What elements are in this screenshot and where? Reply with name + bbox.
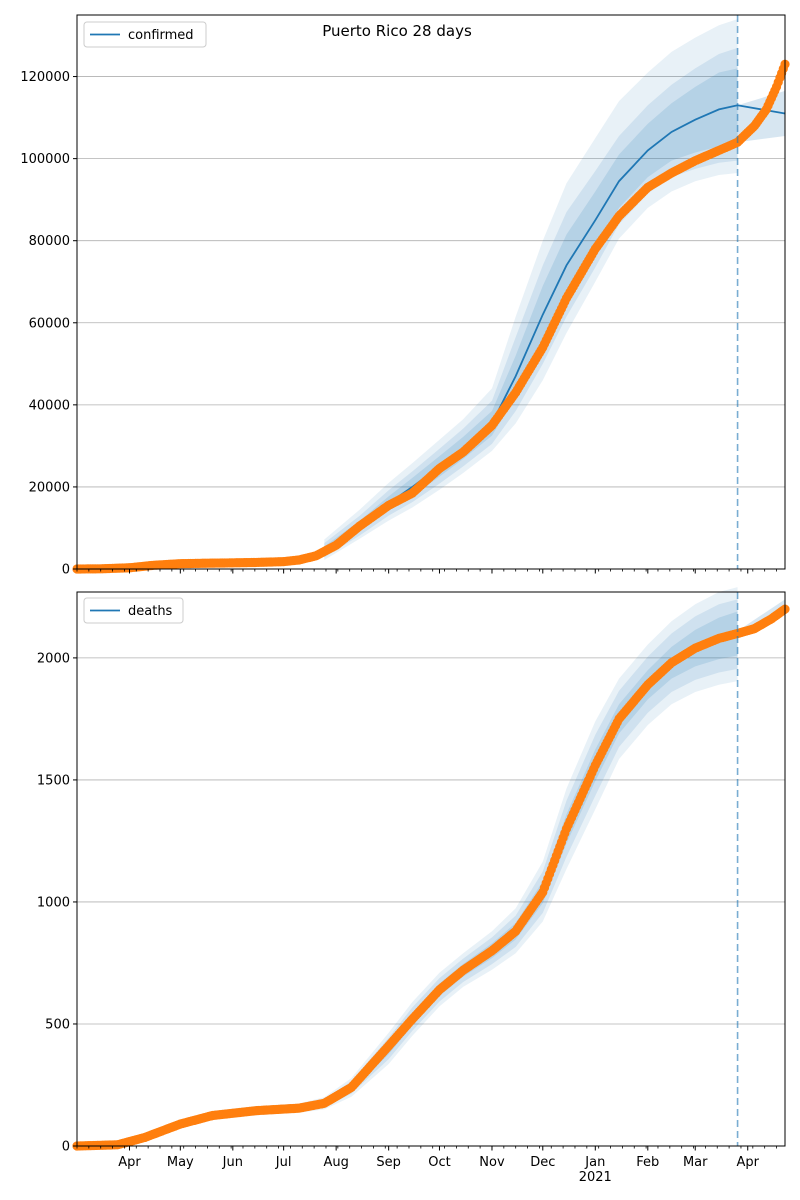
figure-title: Puerto Rico 28 days [322, 22, 472, 40]
x-tick-label: Feb [636, 1155, 659, 1170]
x-tick-label: Jun [222, 1155, 243, 1170]
x-tick-label: Apr [118, 1155, 141, 1170]
x-tick-label: Nov [479, 1155, 505, 1170]
y-tick-label: 20000 [29, 480, 70, 495]
x-year-label: 2021 [579, 1170, 612, 1185]
axes-frame [76, 591, 786, 1147]
y-tick-label: 1500 [37, 773, 70, 788]
x-tick-label: Dec [530, 1155, 555, 1170]
y-tick-label: 0 [62, 563, 70, 578]
legend-label: deaths [128, 604, 173, 619]
y-tick-label: 1000 [37, 895, 70, 910]
y-tick-label: 100000 [20, 152, 70, 167]
outer-uncertainty-band [77, 587, 738, 1146]
legend-box [83, 21, 207, 48]
middle-uncertainty-band [324, 47, 738, 558]
x-tick-label: Oct [428, 1155, 450, 1170]
model-line [323, 104, 786, 552]
y-tick-label: 2000 [37, 651, 70, 666]
observed-series [72, 604, 790, 1151]
x-tick-label: May [167, 1155, 194, 1170]
deaths-panel: 0 500 1000 1500 2000 Apr May Jun Jul Aug Sep Oct Nov… [37, 587, 790, 1185]
x-tick-label: Jan [584, 1155, 605, 1170]
observed-series [72, 59, 790, 574]
confirmed-panel: 0 20000 40000 60000 80000 100000 120000 confirm… [20, 14, 790, 578]
x-tick-label: Mar [683, 1155, 708, 1170]
y-tick-label: 80000 [29, 234, 70, 249]
x-tick-label: Apr [736, 1155, 759, 1170]
legend: deaths [83, 597, 184, 624]
inner-uncertainty-band [324, 68, 738, 555]
y-tick-label: 40000 [29, 398, 70, 413]
y-tick-label: 120000 [20, 70, 70, 85]
x-tick-label: Sep [376, 1155, 401, 1170]
axes-frame [76, 14, 786, 570]
y-tick-label: 0 [62, 1140, 70, 1155]
y-tick-label: 60000 [29, 316, 70, 331]
outer-uncertainty-band [324, 19, 738, 560]
legend-label: confirmed [128, 28, 194, 43]
legend-box [83, 597, 184, 624]
middle-uncertainty-band [77, 599, 738, 1146]
x-tick-label: Jul [275, 1155, 292, 1170]
y-tick-label: 500 [45, 1017, 70, 1032]
legend: confirmed [83, 21, 207, 48]
x-tick-label: Aug [323, 1155, 348, 1170]
